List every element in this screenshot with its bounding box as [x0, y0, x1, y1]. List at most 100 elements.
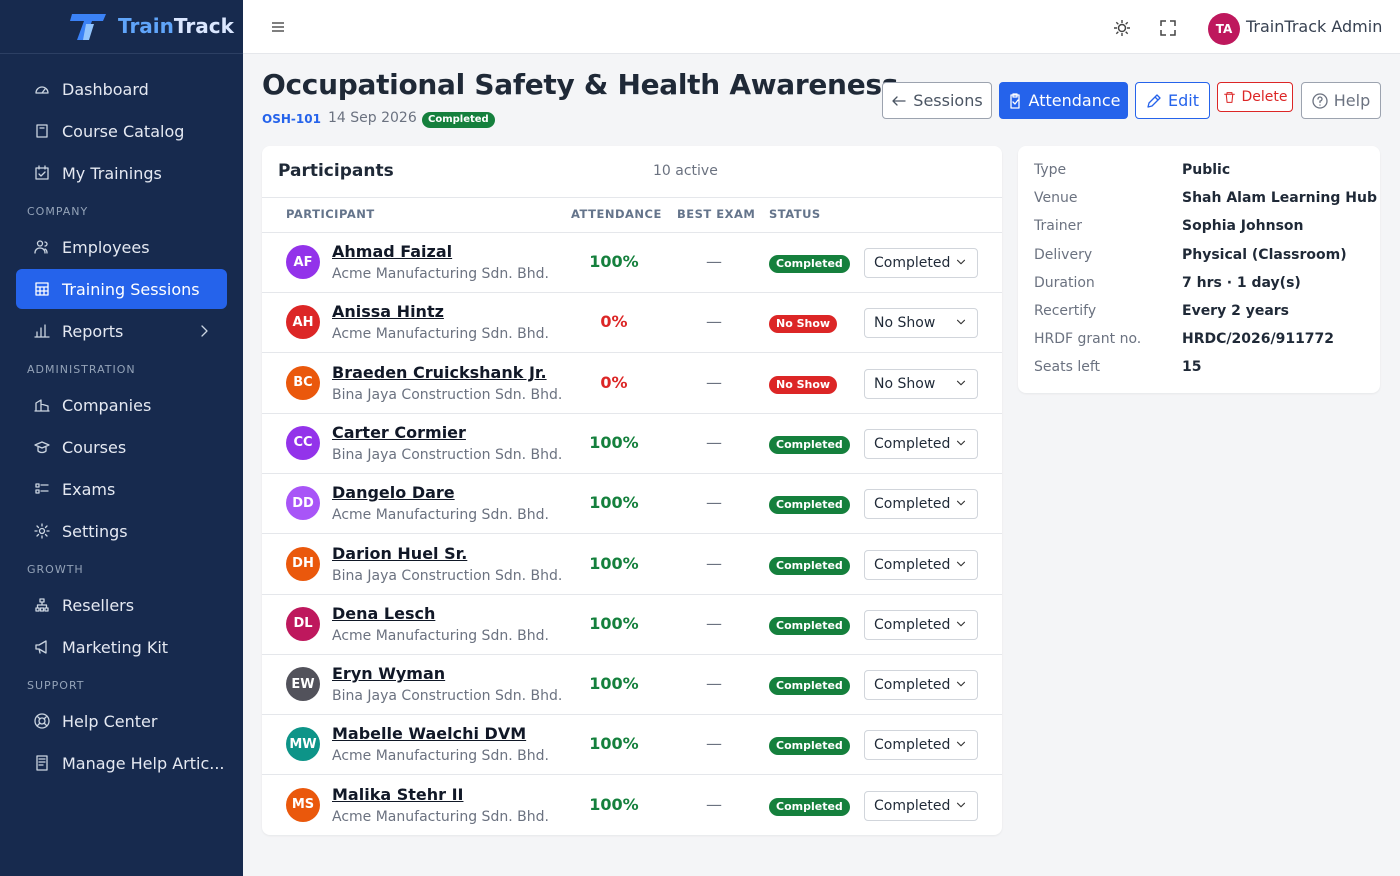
status-select[interactable]: Completed: [864, 790, 978, 821]
action-button[interactable]: Sessions: [882, 82, 992, 119]
attendance: 100%: [589, 674, 639, 694]
participant-name[interactable]: Mabelle Waelchi DVM: [332, 724, 527, 744]
button-label: Edit: [1168, 91, 1199, 110]
nav-item[interactable]: Employees: [16, 227, 227, 267]
status-select[interactable]: Completed: [864, 730, 978, 761]
nav-section: COMPANY: [27, 205, 89, 218]
status-select[interactable]: No Show: [864, 368, 978, 399]
nav-item[interactable]: Resellers: [16, 585, 227, 625]
button-label: Help: [1333, 91, 1371, 110]
nav-item[interactable]: Companies: [16, 385, 227, 425]
avatar: DL: [286, 606, 320, 641]
avatar: DH: [286, 546, 320, 581]
sidebar: TrainTrack Dashboard Course Catalog My Tra…: [0, 0, 243, 876]
status-select[interactable]: Completed: [864, 670, 978, 701]
icon: [34, 324, 50, 338]
session-date: 14 Sep 2026: [328, 110, 417, 126]
user-name[interactable]: TrainTrack Admin: [1246, 17, 1383, 36]
company: Acme Manufacturing Sdn. Bhd.: [332, 808, 549, 825]
select-value: No Show: [874, 375, 936, 392]
detail-value: Shah Alam Learning Hub: [1182, 190, 1377, 207]
avatar: AH: [286, 305, 320, 340]
active-count: 10 active: [653, 163, 718, 179]
logo: [70, 14, 106, 40]
nav-section: ADMINISTRATION: [27, 363, 136, 376]
status-badge: No Show: [769, 315, 838, 334]
best-exam: —: [706, 493, 722, 513]
icon: [956, 621, 966, 627]
detail-label: Recertify: [1034, 303, 1097, 319]
select-value: No Show: [874, 315, 936, 332]
status-select[interactable]: Completed: [864, 549, 978, 580]
avatar: MW: [286, 727, 320, 762]
participant-name[interactable]: Dena Lesch: [332, 603, 436, 623]
select-value: Completed: [874, 556, 951, 573]
nav-section: SUPPORT: [27, 679, 85, 692]
participant-name[interactable]: Braeden Cruickshank Jr.: [332, 362, 547, 382]
nav-item[interactable]: Settings: [16, 511, 227, 551]
icon: [956, 319, 966, 325]
participant-row: EW Eryn Wyman Bina Jaya Construction Sdn. …: [262, 655, 1002, 716]
nav-item[interactable]: Reports: [16, 311, 227, 351]
detail-label: Venue: [1034, 190, 1078, 207]
divider: [262, 232, 1002, 233]
participant-name[interactable]: Ahmad Faizal: [332, 242, 453, 261]
nav-item[interactable]: Course Catalog: [16, 111, 227, 151]
brand-name: TrainTrack: [118, 14, 234, 38]
icon: [34, 523, 50, 539]
nav-item[interactable]: Marketing Kit: [16, 627, 227, 667]
action-button[interactable]: Attendance: [999, 82, 1128, 119]
participant-name[interactable]: Dangelo Dare: [332, 483, 455, 503]
participant-name[interactable]: Darion Huel Sr.: [332, 543, 468, 563]
theme-toggle[interactable]: [1113, 19, 1131, 37]
status-select[interactable]: Completed: [864, 489, 978, 520]
company: Acme Manufacturing Sdn. Bhd.: [332, 627, 549, 644]
status-badge: Completed: [769, 737, 850, 756]
details-card: Type Public Venue Shah Alam Learning Hub Tra…: [1018, 146, 1380, 393]
detail-value: 7 hrs · 1 day(s): [1182, 274, 1301, 291]
avatar: DD: [286, 486, 320, 521]
status-select[interactable]: Completed: [864, 248, 978, 278]
action-button[interactable]: Delete: [1217, 82, 1293, 112]
status-select[interactable]: No Show: [864, 308, 978, 339]
participant-name[interactable]: Malika Stehr II: [332, 784, 464, 804]
nav-item[interactable]: Dashboard: [16, 69, 227, 109]
fullscreen[interactable]: [1159, 19, 1177, 37]
participant-name[interactable]: Carter Cormier: [332, 422, 466, 442]
action-button[interactable]: Help: [1301, 82, 1381, 119]
menu-toggle[interactable]: [271, 20, 285, 34]
participant-row: AH Anissa Hintz Acme Manufacturing Sdn. Bh…: [262, 293, 1002, 354]
icon: [34, 713, 50, 729]
icon: [956, 259, 966, 265]
participant-row: CC Carter Cormier Bina Jaya Construction S…: [262, 414, 1002, 474]
nav-item[interactable]: Help Center: [16, 701, 227, 741]
divider: [262, 197, 1002, 198]
detail-label: Trainer: [1034, 218, 1082, 235]
participant-name[interactable]: Anissa Hintz: [332, 302, 444, 322]
column-header: ATTENDANCE: [571, 207, 662, 221]
select-value: Completed: [874, 737, 951, 754]
icon: [201, 325, 208, 337]
attendance: 100%: [589, 794, 639, 814]
select-value: Completed: [874, 616, 951, 633]
status-select[interactable]: Completed: [864, 428, 978, 459]
user-avatar[interactable]: TA: [1208, 13, 1240, 45]
column-header: STATUS: [769, 207, 821, 221]
best-exam: —: [706, 432, 722, 452]
nav-label: Exams: [62, 479, 116, 499]
nav-item[interactable]: My Trainings: [16, 153, 227, 193]
icon: [956, 742, 966, 747]
attendance: 100%: [589, 252, 639, 271]
participant-row: MS Malika Stehr II Acme Manufacturing Sdn.…: [262, 776, 1002, 836]
icon: [892, 95, 906, 106]
nav-item[interactable]: Manage Help Artic...: [16, 743, 227, 783]
nav-item[interactable]: Training Sessions: [16, 269, 227, 309]
status-select[interactable]: Completed: [864, 609, 978, 640]
action-button[interactable]: Edit: [1135, 82, 1210, 119]
nav-item[interactable]: Courses: [16, 427, 227, 467]
participant-name[interactable]: Eryn Wyman: [332, 664, 446, 684]
nav-item[interactable]: Exams: [16, 469, 227, 509]
avatar: EW: [286, 667, 320, 702]
icon: [1147, 93, 1161, 108]
status-badge: Completed: [422, 112, 495, 128]
